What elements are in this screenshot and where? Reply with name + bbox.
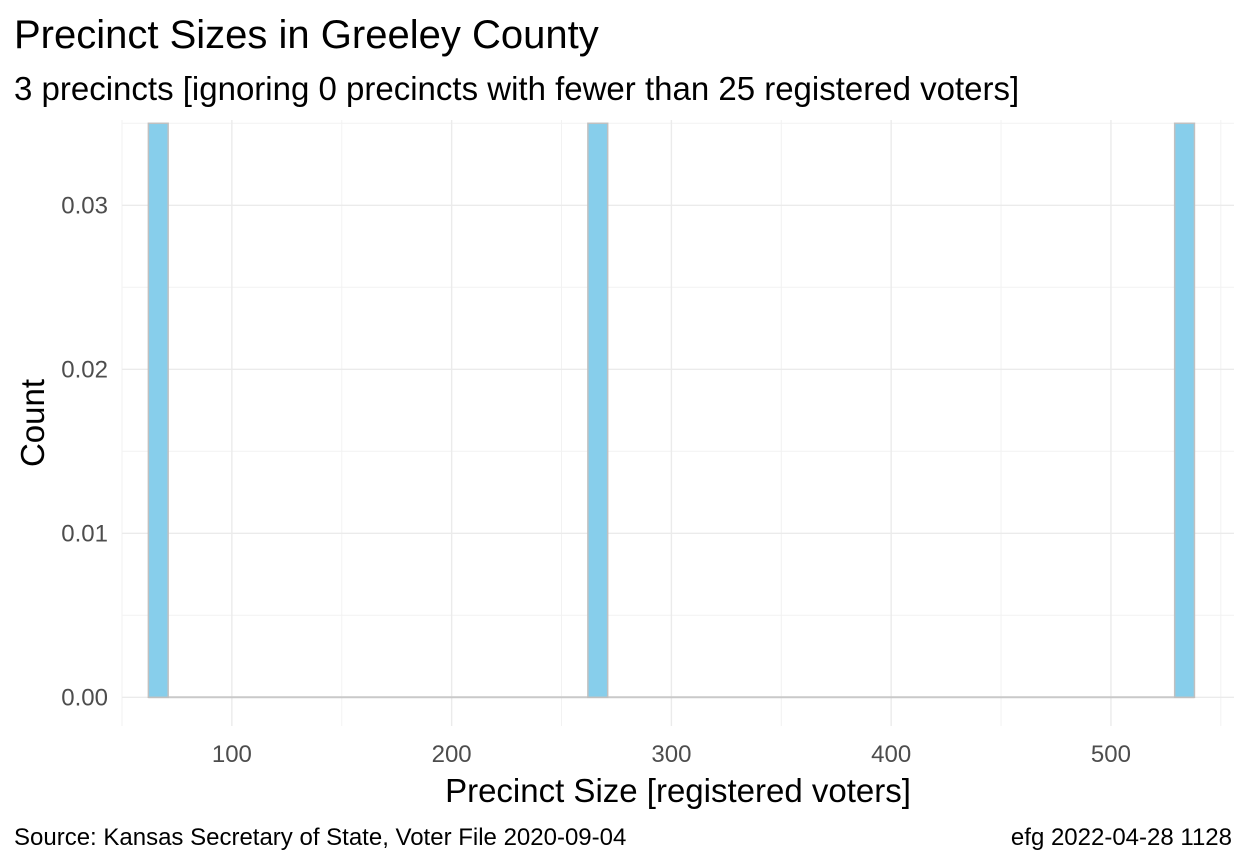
histogram-bar [587,122,609,699]
timestamp-caption: efg 2022-04-28 1128 [1011,824,1232,851]
y-axis-title: Count [14,379,51,467]
x-axis-title: Precinct Size [registered voters] [445,772,911,809]
histogram-bar [1173,122,1196,699]
y-tick-labels: 0.00 0.01 0.02 0.03 [61,192,108,711]
x-tick-label: 300 [651,741,691,768]
source-caption: Source: Kansas Secretary of State, Voter… [14,824,626,851]
x-tick-label: 500 [1091,741,1131,768]
x-tick-label: 100 [212,741,252,768]
x-tick-labels: 100 200 300 400 500 [212,741,1131,768]
y-tick-label: 0.03 [61,192,108,219]
y-tick-label: 0.00 [61,684,108,711]
histogram-bar [147,122,169,699]
chart-title: Precinct Sizes in Greeley County [14,13,599,57]
x-tick-label: 400 [871,741,911,768]
y-tick-label: 0.02 [61,356,108,383]
y-tick-label: 0.01 [61,520,108,547]
bars [147,122,1196,699]
grid-lines [121,120,1234,726]
chart-subtitle: 3 precincts [ignoring 0 precincts with f… [14,70,1019,107]
x-tick-label: 200 [432,741,472,768]
